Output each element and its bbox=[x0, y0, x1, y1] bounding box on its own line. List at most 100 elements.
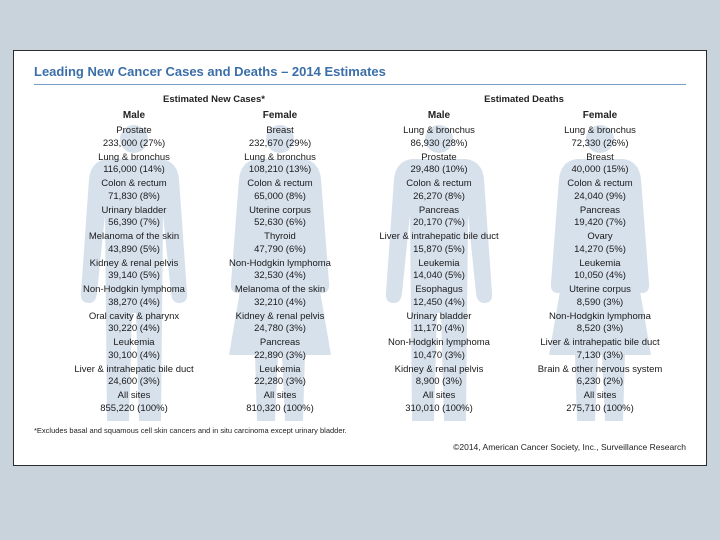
table-row: Lung & bronchus 72,330 (26%) bbox=[515, 125, 685, 152]
column-deaths-male: Lung & bronchus 86,930 (28%) Prostate 29,48… bbox=[354, 125, 524, 417]
cancer-site: Esophagus bbox=[415, 284, 463, 295]
cancer-site: Oral cavity & pharynx bbox=[88, 310, 180, 322]
table-row: Melanoma of the skin 43,890 (5%) bbox=[49, 231, 219, 258]
case-count: 30,220 (4%) bbox=[108, 323, 160, 334]
copyright: ©2014, American Cancer Society, Inc., Su… bbox=[453, 442, 686, 452]
cancer-site: All sites bbox=[117, 390, 151, 401]
group-header-deaths: Estimated Deaths bbox=[484, 94, 564, 105]
column-new-cases-female: Breast 232,670 (29%) Lung & bronchus 108,21… bbox=[195, 125, 365, 417]
case-count: 310,010 (100%) bbox=[405, 402, 473, 414]
table-row: Leukemia 30,100 (4%) bbox=[49, 337, 219, 364]
table-row: Leukemia 14,040 (5%) bbox=[354, 258, 524, 285]
cancer-site: Prostate bbox=[421, 151, 457, 163]
column-deaths-female: Lung & bronchus 72,330 (26%) Breast 40,000 … bbox=[515, 125, 685, 417]
cancer-site: Prostate bbox=[116, 125, 152, 136]
table-row: Thyroid 47,790 (6%) bbox=[195, 231, 365, 258]
table-row: Lung & bronchus 116,000 (14%) bbox=[49, 152, 219, 179]
table-row: Urinary bladder 11,170 (4%) bbox=[354, 311, 524, 338]
column-header-new-male: Male bbox=[122, 110, 146, 121]
column-new-cases-male: Prostate 233,000 (27%) Lung & bronchus 116,… bbox=[49, 125, 219, 417]
cancer-site: Urinary bladder bbox=[406, 310, 472, 322]
table-row: Pancreas 20,170 (7%) bbox=[354, 205, 524, 232]
case-count: 14,270 (5%) bbox=[574, 243, 626, 255]
cancer-site: Lung & bronchus bbox=[403, 125, 475, 136]
table-row: Colon & rectum 26,270 (8%) bbox=[354, 178, 524, 205]
case-count: 39,140 (5%) bbox=[108, 270, 160, 281]
case-count: 52,630 (6%) bbox=[254, 217, 306, 228]
cancer-site: Colon & rectum bbox=[247, 178, 313, 189]
case-count: 11,170 (4%) bbox=[413, 323, 465, 334]
table-row: Liver & intrahepatic bile duct 7,130 (3%) bbox=[515, 337, 685, 364]
cancer-site: Melanoma of the skin bbox=[234, 284, 326, 295]
table-row: Kidney & renal pelvis 24,780 (3%) bbox=[195, 311, 365, 338]
footnote: *Excludes basal and squamous cell skin c… bbox=[34, 426, 347, 435]
cancer-site: Colon & rectum bbox=[101, 178, 167, 189]
male-silhouette-icon bbox=[80, 125, 188, 421]
table-row: Pancreas 22,890 (3%) bbox=[195, 337, 365, 364]
table-row: Kidney & renal pelvis 39,140 (5%) bbox=[49, 258, 219, 285]
table-row: Melanoma of the skin 32,210 (4%) bbox=[195, 284, 365, 311]
title-divider bbox=[34, 84, 686, 85]
cancer-site: Leukemia bbox=[418, 257, 460, 269]
table-row: Uterine corpus 52,630 (6%) bbox=[195, 205, 365, 232]
table-row: Prostate 29,480 (10%) bbox=[354, 152, 524, 179]
cancer-site: All sites bbox=[422, 390, 456, 401]
table-row: Esophagus 12,450 (4%) bbox=[354, 284, 524, 311]
table-row: Ovary 14,270 (5%) bbox=[515, 231, 685, 258]
case-count: 810,320 (100%) bbox=[246, 402, 314, 414]
case-count: 71,830 (8%) bbox=[108, 190, 160, 202]
cancer-site: Melanoma of the skin bbox=[88, 231, 180, 242]
case-count: 275,710 (100%) bbox=[566, 402, 634, 414]
cancer-site: Leukemia bbox=[259, 363, 301, 375]
case-count: 8,520 (3%) bbox=[576, 323, 624, 334]
case-count: 233,000 (27%) bbox=[102, 137, 166, 149]
cancer-site: Liver & intrahepatic bile duct bbox=[379, 231, 499, 242]
column-header-deaths-female: Female bbox=[582, 110, 618, 121]
case-count: 232,670 (29%) bbox=[248, 137, 312, 149]
case-count: 22,280 (3%) bbox=[254, 376, 306, 387]
table-row: All sites 855,220 (100%) bbox=[49, 390, 219, 417]
case-count: 56,390 (7%) bbox=[108, 217, 160, 228]
table-row: Breast 40,000 (15%) bbox=[515, 152, 685, 179]
case-count: 29,480 (10%) bbox=[410, 164, 468, 175]
table-row: Oral cavity & pharynx 30,220 (4%) bbox=[49, 311, 219, 338]
table-row: Colon & rectum 65,000 (8%) bbox=[195, 178, 365, 205]
cancer-site: Non-Hodgkin lymphoma bbox=[549, 310, 651, 322]
female-silhouette-icon bbox=[229, 125, 331, 421]
case-count: 7,130 (3%) bbox=[576, 349, 624, 361]
case-count: 24,600 (3%) bbox=[108, 376, 160, 387]
table-row: All sites 310,010 (100%) bbox=[354, 390, 524, 417]
cancer-site: Non-Hodgkin lymphoma bbox=[83, 284, 185, 295]
case-count: 10,050 (4%) bbox=[574, 270, 626, 281]
cancer-site: Brain & other nervous system bbox=[537, 363, 663, 375]
column-header-deaths-male: Male bbox=[427, 110, 451, 121]
table-row: Liver & intrahepatic bile duct 15,870 (5%… bbox=[354, 231, 524, 258]
case-count: 116,000 (14%) bbox=[103, 164, 165, 175]
table-row: Colon & rectum 24,040 (9%) bbox=[515, 178, 685, 205]
cancer-site: Kidney & renal pelvis bbox=[235, 310, 325, 322]
table-row: Liver & intrahepatic bile duct 24,600 (3%… bbox=[49, 364, 219, 391]
case-count: 86,930 (28%) bbox=[410, 137, 468, 149]
table-row: Kidney & renal pelvis 8,900 (3%) bbox=[354, 364, 524, 391]
female-silhouette-icon bbox=[549, 125, 651, 421]
case-count: 47,790 (6%) bbox=[254, 243, 306, 255]
case-count: 20,170 (7%) bbox=[413, 217, 465, 228]
cancer-site: Leukemia bbox=[579, 257, 621, 269]
case-count: 8,900 (3%) bbox=[415, 376, 463, 387]
case-count: 38,270 (4%) bbox=[108, 296, 160, 308]
table-row: Colon & rectum 71,830 (8%) bbox=[49, 178, 219, 205]
table-row: Lung & bronchus 86,930 (28%) bbox=[354, 125, 524, 152]
table-row: All sites 275,710 (100%) bbox=[515, 390, 685, 417]
table-row: Non-Hodgkin lymphoma 32,530 (4%) bbox=[195, 258, 365, 285]
column-header-new-female: Female bbox=[262, 110, 298, 121]
cancer-site: Thyroid bbox=[264, 231, 296, 242]
cancer-site: Pancreas bbox=[418, 204, 460, 216]
table-row: Leukemia 10,050 (4%) bbox=[515, 258, 685, 285]
table-row: Breast 232,670 (29%) bbox=[195, 125, 365, 152]
cancer-site: Pancreas bbox=[579, 204, 621, 216]
table-row: Non-Hodgkin lymphoma 38,270 (4%) bbox=[49, 284, 219, 311]
case-count: 72,330 (26%) bbox=[571, 137, 629, 149]
case-count: 24,040 (9%) bbox=[574, 190, 626, 202]
cancer-site: Non-Hodgkin lymphoma bbox=[229, 257, 331, 269]
case-count: 15,870 (5%) bbox=[413, 243, 465, 255]
